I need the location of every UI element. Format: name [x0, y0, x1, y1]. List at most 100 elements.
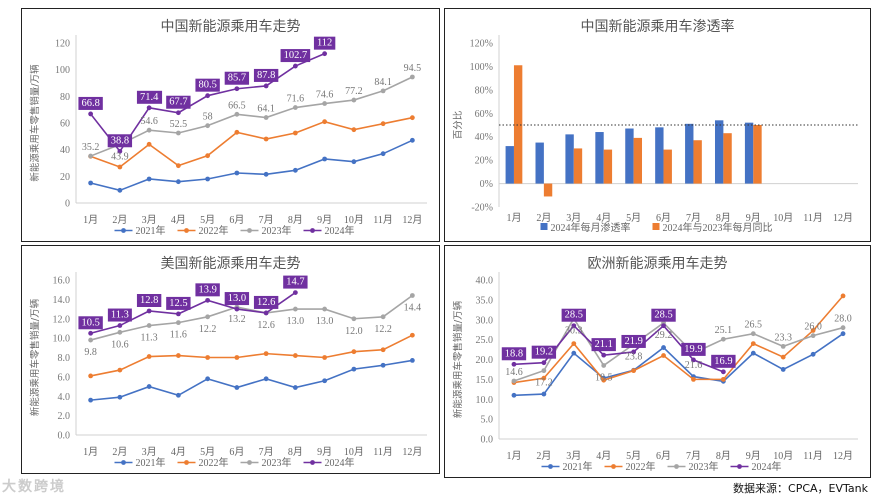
x-tick-label: 5月: [626, 450, 641, 462]
y-tick-label: 5.0: [481, 415, 494, 426]
legend-item: 2024年与2023年每月同比: [652, 221, 773, 234]
chart-title: 中国新能源乘用车渗透率: [581, 18, 735, 35]
data-label-text: 11.6: [170, 330, 187, 341]
us-sales-chart-panel: 美国新能源乘用车走势 0.0 2.0 4.0 6.0 8.0 10.0 12.0 14.0 16.…: [21, 245, 440, 474]
x-tick-label: 11月: [803, 450, 823, 462]
data-label-box: [313, 36, 336, 50]
bar-penetration: [595, 132, 604, 184]
data-label-box: [681, 342, 706, 356]
y-tick-label: 25.0: [476, 335, 494, 346]
data-label-2023: 29.2: [655, 330, 673, 341]
legend-item: 2023年: [667, 460, 719, 473]
series-line-2021年: [90, 359, 413, 401]
data-point: [691, 376, 696, 382]
data-label-2024: 12.6: [253, 295, 279, 309]
y-axis-title: 新能源乘用车零售销量/万辆: [29, 298, 41, 416]
data-point: [292, 353, 298, 358]
data-label-box: [253, 295, 279, 309]
data-label-text: 12.5: [169, 298, 187, 309]
x-tick-label: 4月: [171, 214, 186, 226]
data-label-2023: 28.0: [834, 314, 852, 325]
data-point: [263, 83, 269, 89]
data-label-box: [136, 294, 162, 307]
data-point: [380, 88, 386, 94]
data-label-text: 85.7: [228, 73, 246, 84]
data-point: [146, 105, 152, 111]
data-label-2023: 94.5: [404, 63, 422, 74]
data-label-box: [78, 96, 103, 110]
legend-label: 2024年每月渗透率: [551, 221, 631, 234]
y-tick-label: 14.0: [53, 295, 71, 306]
data-point: [88, 153, 94, 159]
x-tick-label: 10月: [773, 212, 793, 224]
x-tick-label: 6月: [656, 450, 671, 462]
data-point: [380, 347, 386, 353]
bar-penetration: [625, 128, 634, 184]
data-label-2024: 19.9: [681, 342, 706, 356]
data-point: [322, 306, 328, 312]
data-point: [351, 97, 357, 103]
data-label-2024: 66.8: [78, 96, 103, 110]
china-penetration-chart-panel: 中国新能源乘用车渗透率 -20% 0% 20% 40% 60% 80% 100% 120% 1月 2…: [444, 8, 871, 242]
legend-label: 2022年: [626, 460, 656, 473]
x-tick-label: 1月: [83, 446, 98, 458]
bar-penetration: [714, 120, 724, 184]
data-label-text: 10.6: [111, 339, 129, 350]
data-point: [234, 129, 240, 135]
data-label-2024: 38.8: [107, 134, 133, 148]
data-label-box: [253, 68, 279, 82]
data-point: [631, 349, 637, 355]
data-point: [601, 377, 607, 383]
x-tick-label: 1月: [506, 212, 521, 224]
data-point: [292, 63, 298, 69]
data-label-2023: 14.4: [404, 303, 422, 314]
y-tick-label: 0.0: [58, 431, 71, 442]
legend-marker: [310, 460, 315, 465]
data-label-text: 25.1: [715, 325, 733, 336]
legend-swatch: [652, 223, 660, 230]
x-tick-label: 9月: [746, 212, 761, 224]
data-label-text: 112: [317, 38, 332, 49]
data-point: [234, 111, 240, 117]
data-label-2024: 13.0: [224, 292, 250, 306]
data-point: [205, 297, 211, 303]
y-tick-label: 16.0: [53, 276, 71, 287]
bar-yoy: [753, 125, 762, 184]
data-point: [175, 392, 181, 398]
data-label-2024: 13.9: [195, 283, 220, 297]
data-label-box: [195, 283, 220, 297]
data-label-text: 84.1: [374, 77, 392, 88]
data-label-2023: 23.3: [774, 332, 792, 343]
data-label-2023: 11.6: [170, 330, 187, 341]
data-point: [720, 376, 726, 382]
y-tick-label: 35.0: [476, 295, 494, 306]
data-point: [840, 331, 846, 337]
china-sales-chart: 中国新能源乘用车走势 0 20 40 60 80 100 120 1月 2月 3月 4月 5月 6月 7月 8…: [29, 18, 427, 237]
data-label-text: 80.5: [198, 80, 216, 91]
y-tick-label: 30.0: [476, 315, 494, 326]
data-point: [146, 354, 152, 359]
data-label-2024: 28.5: [651, 308, 676, 322]
data-label-2024: 87.8: [253, 68, 279, 82]
data-point: [88, 337, 94, 343]
data-point: [205, 153, 211, 159]
y-axis-title: 新能源乘用车零售销量/万辆: [29, 64, 41, 182]
data-point: [205, 176, 211, 182]
x-tick-label: 2月: [112, 446, 127, 458]
data-label-2024: 12.5: [166, 296, 191, 310]
data-point: [351, 316, 357, 322]
x-tick-label: 3月: [142, 214, 157, 226]
x-tick-label: 3月: [142, 446, 157, 458]
data-point: [511, 361, 517, 367]
data-label-text: 18.5: [595, 372, 613, 383]
data-label-text: 87.8: [257, 70, 275, 81]
x-tick-label: 4月: [596, 450, 611, 462]
data-label-box: [280, 49, 311, 63]
data-point: [661, 345, 666, 350]
y-axis-title: 百分比: [452, 111, 464, 140]
legend-label: 2023年: [689, 460, 719, 473]
y-tick-label: 20.0: [476, 355, 494, 366]
x-tick-label: 6月: [229, 446, 244, 458]
data-label-text: 13.2: [228, 314, 246, 325]
legend-label: 2021年: [563, 460, 593, 473]
